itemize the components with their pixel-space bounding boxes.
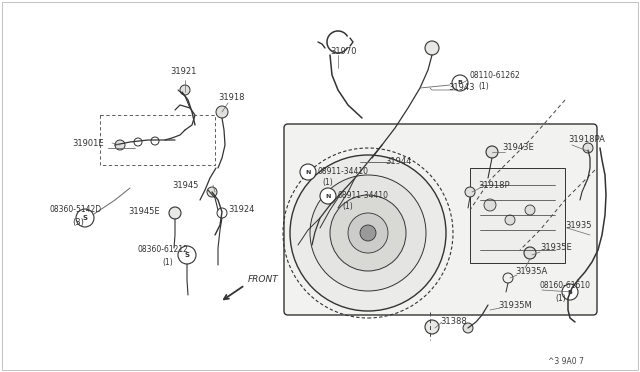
Text: S: S xyxy=(184,252,189,258)
Text: FRONT: FRONT xyxy=(248,276,279,285)
Circle shape xyxy=(169,207,181,219)
Text: 31918P: 31918P xyxy=(478,180,509,189)
Text: 08360-61212: 08360-61212 xyxy=(138,246,189,254)
Text: 31924: 31924 xyxy=(228,205,254,215)
Text: 31935A: 31935A xyxy=(515,267,547,276)
Circle shape xyxy=(562,284,578,300)
Text: N: N xyxy=(305,170,310,174)
Text: 31945: 31945 xyxy=(172,180,198,189)
Circle shape xyxy=(348,213,388,253)
Text: B: B xyxy=(458,80,463,86)
Text: 31935: 31935 xyxy=(565,221,591,230)
Text: (1): (1) xyxy=(478,83,489,92)
Text: 31901E: 31901E xyxy=(72,138,104,148)
Circle shape xyxy=(178,246,196,264)
Circle shape xyxy=(463,323,473,333)
Circle shape xyxy=(525,205,535,215)
Text: 31943E: 31943E xyxy=(502,144,534,153)
Text: 31935E: 31935E xyxy=(540,244,572,253)
Circle shape xyxy=(180,85,190,95)
Circle shape xyxy=(425,320,439,334)
Circle shape xyxy=(583,143,593,153)
Circle shape xyxy=(360,225,376,241)
Text: 08360-5142D: 08360-5142D xyxy=(50,205,102,215)
Text: 08911-34410: 08911-34410 xyxy=(337,192,388,201)
Circle shape xyxy=(207,187,217,197)
Text: 31918PA: 31918PA xyxy=(568,135,605,144)
Text: (1): (1) xyxy=(342,202,353,211)
Circle shape xyxy=(330,195,406,271)
Text: 31943: 31943 xyxy=(448,83,474,93)
Text: 31388: 31388 xyxy=(440,317,467,327)
Text: ^3 9A0 7: ^3 9A0 7 xyxy=(548,357,584,366)
Text: (1): (1) xyxy=(555,294,566,302)
Circle shape xyxy=(452,75,468,91)
Text: (1): (1) xyxy=(162,257,173,266)
Circle shape xyxy=(505,215,515,225)
Text: 31945E: 31945E xyxy=(128,208,159,217)
Text: S: S xyxy=(83,215,88,221)
Text: (3): (3) xyxy=(72,218,84,227)
Text: 31944: 31944 xyxy=(385,157,412,167)
FancyBboxPatch shape xyxy=(284,124,597,315)
Circle shape xyxy=(310,175,426,291)
Circle shape xyxy=(465,187,475,197)
Text: 31918: 31918 xyxy=(218,93,244,102)
FancyBboxPatch shape xyxy=(470,168,565,263)
Circle shape xyxy=(115,140,125,150)
Text: (1): (1) xyxy=(322,177,333,186)
Circle shape xyxy=(216,106,228,118)
Circle shape xyxy=(320,188,336,204)
Circle shape xyxy=(300,164,316,180)
Circle shape xyxy=(425,41,439,55)
Text: B: B xyxy=(568,289,572,295)
Text: 08110-61262: 08110-61262 xyxy=(470,71,521,80)
Text: N: N xyxy=(325,193,331,199)
Circle shape xyxy=(290,155,446,311)
Circle shape xyxy=(524,247,536,259)
Text: 31935M: 31935M xyxy=(498,301,532,310)
Text: 08160-61610: 08160-61610 xyxy=(540,282,591,291)
Circle shape xyxy=(486,146,498,158)
Circle shape xyxy=(76,209,94,227)
Text: 31970: 31970 xyxy=(330,48,356,57)
Circle shape xyxy=(484,199,496,211)
Text: 08911-34410: 08911-34410 xyxy=(317,167,368,176)
Text: 31921: 31921 xyxy=(170,67,196,77)
